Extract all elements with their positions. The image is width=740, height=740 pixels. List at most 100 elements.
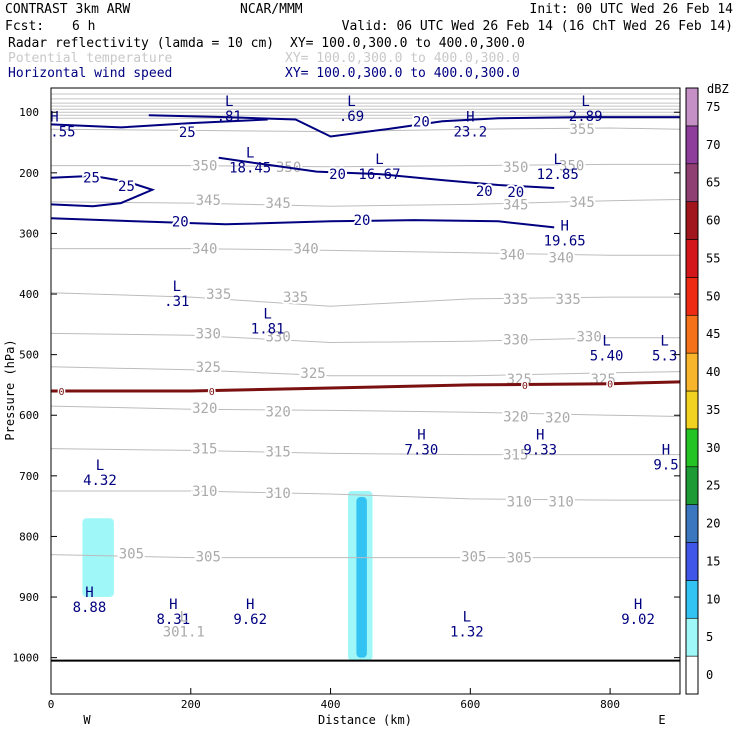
extremum-20: L1.32 — [450, 609, 484, 640]
wind-contour-label-1-1: 25 — [118, 179, 135, 195]
isentrope-label-345-1: 345 — [265, 196, 290, 212]
colorbar-swatch-65 — [685, 163, 699, 202]
wind-contour-label-2-0: 20 — [413, 114, 430, 130]
isentrope-label-340-3: 340 — [549, 251, 574, 267]
y-tick-label-400: 400 — [19, 288, 39, 301]
wind-speed-layer: 25 25 25 20 20 20 20 20 20 — [51, 112, 680, 232]
colorbar-unit: dBZ — [707, 82, 729, 96]
extremum-type-0: H — [50, 109, 58, 125]
plot-frame — [50, 87, 681, 695]
isentrope-label-315-2: 315 — [503, 448, 528, 464]
extremum-type-19: H — [246, 597, 254, 613]
colorbar-swatch-50 — [685, 277, 699, 316]
isentrope-label-350-0: 350 — [192, 159, 217, 175]
init-time: Init: 00 UTC Wed 26 Feb 14 — [530, 2, 734, 17]
isentrope-345 — [51, 199, 680, 207]
extremum-value-16: 4.32 — [83, 473, 117, 489]
isentrope-350 — [51, 163, 680, 168]
colorbar-frame — [685, 87, 699, 695]
isentrope-label-320-3: 320 — [545, 411, 570, 427]
isentrope-label-305-1: 305 — [196, 549, 221, 565]
isentrope-label-345-0: 345 — [196, 193, 221, 209]
legend-reflectivity-label: Radar reflectivity (lamda = 10 cm) — [8, 36, 274, 51]
isentrope-label-305-0: 305 — [119, 546, 144, 562]
isentrope-label-310-0: 310 — [192, 484, 217, 500]
stratosphere-isentropes — [51, 93, 680, 119]
colorbar-swatch-55 — [685, 239, 699, 278]
extremum-type-13: H — [417, 427, 425, 443]
colorbar-swatch-20 — [685, 504, 699, 543]
extremum-value-3: 23.2 — [453, 124, 487, 140]
isentrope-label-320-0: 320 — [192, 401, 217, 417]
extremum-12: L5.3 — [652, 334, 677, 365]
wind-contour-label-1-0: 25 — [83, 171, 100, 187]
isentrope-label-305-2: 305 — [461, 549, 486, 565]
extremum-value-10: 1.81 — [251, 321, 285, 337]
legend-theta-label: Potential temperature — [8, 51, 173, 66]
colorbar-label-45: 45 — [706, 327, 720, 341]
colorbar-label-25: 25 — [706, 479, 720, 493]
colorbar-swatch-10 — [685, 580, 699, 619]
extremum-type-18: H — [169, 597, 177, 613]
extremum-value-18: 8.31 — [156, 612, 190, 628]
wind-contour-20-2 — [148, 114, 680, 138]
zero-isotherm-line — [51, 380, 680, 393]
colorbar-swatch-35 — [685, 390, 699, 430]
wind-contour-label-3-2: 20 — [507, 185, 524, 201]
x-tick-label-400: 400 — [321, 698, 341, 711]
colorbar-label-65: 65 — [706, 176, 720, 190]
isentrope-label-315-0: 315 — [192, 442, 217, 458]
extremum-2: L.69 — [339, 94, 364, 125]
extremum-0: H28.55 — [50, 109, 76, 140]
colorbar-label-70: 70 — [706, 138, 720, 152]
extremum-value-8: 19.65 — [544, 233, 586, 249]
extremum-value-9: .31 — [164, 294, 189, 310]
isentrope-label-320-2: 320 — [503, 409, 528, 425]
colorbar-label-50: 50 — [706, 289, 720, 303]
extremum-value-19: 9.62 — [233, 612, 267, 628]
extremum-value-1: .81 — [217, 109, 242, 125]
isentrope-label-330-3: 330 — [576, 329, 601, 345]
reflectivity-layer — [82, 490, 373, 661]
colorbar-label-0: 0 — [706, 668, 713, 682]
isentrope-label-335-1: 335 — [283, 290, 308, 306]
colorbar-label-35: 35 — [706, 403, 720, 417]
isentrope-335 — [51, 292, 680, 307]
isentrope-355 — [51, 127, 680, 133]
isentrope-label-330-1: 330 — [265, 329, 290, 345]
x-axis-east-label: E — [658, 713, 665, 727]
isentrope-label-340-2: 340 — [500, 248, 525, 264]
zero-isotherm-label-2: 0 — [522, 381, 528, 392]
legend-reflectivity-xy: XY= 100.0,300.0 to 400.0,300.0 — [290, 36, 525, 51]
isentrope-305 — [51, 554, 680, 559]
extremum-value-20: 1.32 — [450, 624, 484, 640]
isentrope-label-325-1: 325 — [300, 366, 325, 382]
extremum-type-16: L — [96, 458, 104, 474]
extremum-type-8: H — [560, 218, 568, 234]
colorbar-label-40: 40 — [706, 365, 720, 379]
extremum-7: L12.85 — [537, 152, 579, 183]
extremum-5: L18.45 — [229, 146, 271, 177]
extremum-value-15: 9.5 — [653, 458, 678, 474]
y-axis-label: Pressure (hPa) — [3, 339, 17, 440]
colorbar-swatch-15 — [685, 542, 699, 581]
wind-contour-25-0 — [51, 118, 268, 129]
extremum-4: L2.89 — [569, 94, 603, 125]
x-tick-label-200: 200 — [181, 698, 201, 711]
y-tick-label-700: 700 — [19, 470, 39, 483]
isentrope-label-330-2: 330 — [503, 332, 528, 348]
forecast-label: Fcst: — [5, 19, 44, 34]
extremum-type-15: H — [662, 443, 670, 459]
extremum-type-6: L — [375, 152, 383, 168]
isentrope-label-335-2: 335 — [503, 292, 528, 308]
colorbar-swatch-70 — [685, 125, 699, 165]
wind-contour-label-0-0: 25 — [179, 125, 196, 141]
extremum-value-11: 5.40 — [590, 349, 624, 365]
extremum-type-5: L — [246, 146, 254, 162]
extremum-type-7: L — [553, 152, 561, 168]
extremum-value-4: 2.89 — [569, 109, 603, 125]
isentrope-310 — [51, 490, 680, 501]
wind-contour-label-4-0: 20 — [172, 214, 189, 230]
